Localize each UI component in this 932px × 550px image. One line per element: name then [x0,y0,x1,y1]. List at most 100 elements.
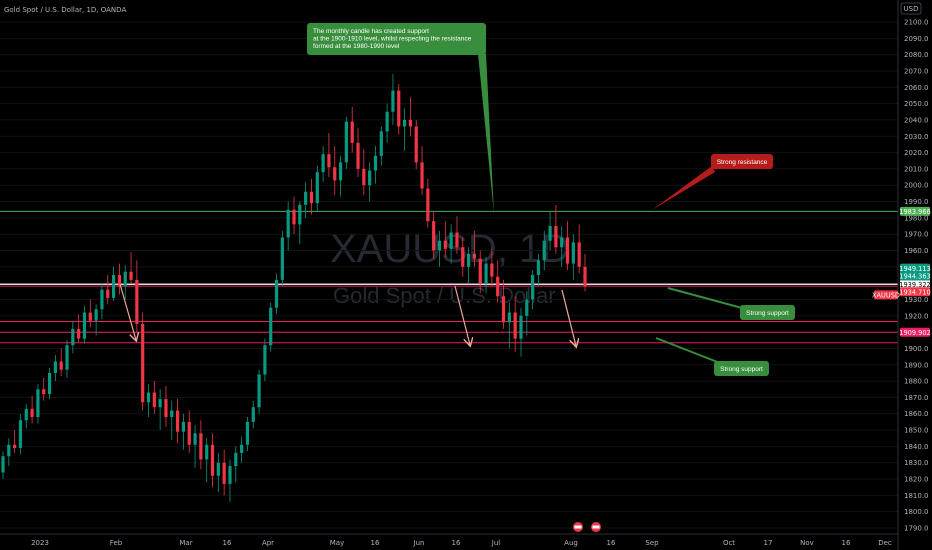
y-tick-label: 1820.0 [904,476,929,484]
candle-body [181,421,186,432]
support-callout [714,361,769,376]
x-tick-label: May [330,539,344,547]
candle-body [321,154,325,173]
y-tick-label: 2060.0 [904,84,929,92]
y-tick-label: 1830.0 [904,459,929,467]
candle-body [577,242,581,267]
trend-arrow [119,283,136,340]
event-icons[interactable] [573,522,601,532]
candle-body [123,271,127,287]
candle-body [176,410,180,432]
candle-body [385,111,389,132]
candle-body [478,258,482,284]
candle-body [228,465,232,484]
candle-body [298,204,302,225]
candle-body [414,126,418,163]
y-tick-label: 2010.0 [904,165,929,173]
price-labels: 1983.9661939.3221909.9021949.1141949.113… [872,206,931,337]
x-tick-label: Oct [723,539,735,547]
candle-body [309,191,314,204]
candle-body [426,188,430,222]
candle-body [7,444,11,457]
y-tick-label: 1810.0 [904,492,929,500]
price-tag [900,263,930,273]
candle-body [496,276,500,297]
candle-body [193,433,197,445]
x-tick-label: Mar [179,539,192,547]
candle-body [565,237,570,264]
x-tick-label: Sep [645,539,659,547]
candle-body [467,253,471,267]
candle-body [106,289,110,298]
price-axis[interactable]: 1790.0 1800.0 1810.0 1820.0 1830.0 1840.0 1850… [904,19,929,533]
candle-body [234,452,238,466]
candle-body [111,275,116,298]
note-text-line: at the 1900-1910 level, whilst respectin… [313,36,472,43]
candle-body [461,247,465,267]
price-tag-text: 1949.113 [899,265,930,273]
x-tick-label: 16 [223,539,232,547]
candle-body [379,131,383,156]
candle-body [82,312,87,339]
price-tag-text: 1983.966 [899,208,930,216]
y-tick-label: 2100.0 [904,19,929,27]
candle-body [408,119,412,127]
support-pointer [667,287,743,309]
candle-body [327,154,331,168]
price-tag [900,271,930,281]
candle-body [286,209,290,238]
candle-body [152,392,156,408]
y-tick-label: 1920.0 [904,312,929,320]
candle-body [402,119,407,127]
candle-body [141,323,145,403]
candle-body [24,408,28,421]
x-tick-label: Aug [564,539,578,547]
support-callout-text: Strong support [746,310,789,317]
price-tag [900,287,930,297]
x-tick-label: 2023 [31,539,49,547]
candle-body [210,444,215,476]
x-tick-label: Jul [491,539,501,547]
candle-body [129,271,133,280]
candle-body [338,162,343,181]
resistance-pointer [652,166,715,210]
candle-body [455,232,459,248]
time-axis[interactable]: 2023 Feb Mar 16 Apr May 16 Jun 16 Jul Aug 16 Sep Oct 1… [31,539,892,547]
price-tag [900,279,930,289]
candle-body [373,155,378,171]
x-tick-label: Feb [110,539,123,547]
candle-body [269,307,273,346]
candle-body [170,410,174,418]
candle-body [501,296,506,323]
candle-body [548,226,552,241]
y-tick-label: 2040.0 [904,116,929,124]
currency-button[interactable]: USD [900,2,922,15]
y-tick-label: 1980.0 [904,214,929,222]
candle-body [356,142,360,169]
candle-body [36,389,40,418]
candle-body [536,260,541,275]
x-tick-label: 16 [607,539,616,547]
candle-body [484,263,488,284]
candle-body [472,253,477,259]
candle-body [199,433,203,460]
candle-body [245,421,250,445]
candle-body [18,420,23,449]
candle-body [117,275,121,287]
x-tick-label: 16 [371,539,380,547]
y-tick-label: 1860.0 [904,410,929,418]
candle-body [432,221,436,251]
candle-body [13,444,17,449]
candle-body [274,279,279,308]
price-tag-text: 1939.322 [899,281,930,289]
candle-body [437,240,442,251]
y-tick-label: 2020.0 [904,149,929,157]
y-tick-label: 2070.0 [904,67,929,75]
candle-body [222,462,226,484]
candle-body [240,444,244,453]
candle-body [292,209,296,225]
y-tick-label: 1880.0 [904,378,929,386]
candle-body [525,299,529,316]
